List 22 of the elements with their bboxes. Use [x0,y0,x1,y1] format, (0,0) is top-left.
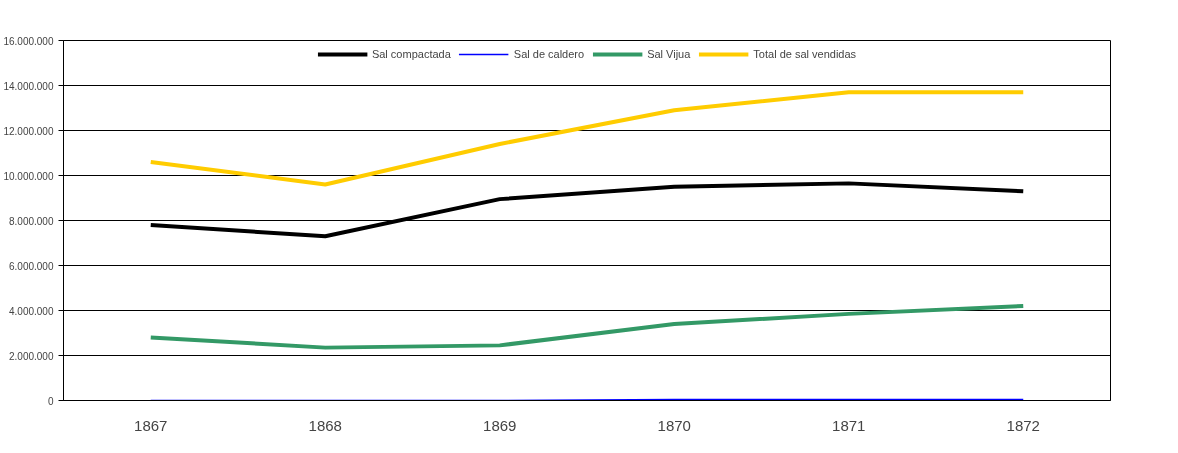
x-tick-label: 1870 [657,416,691,434]
legend-label: Sal compactada [371,48,451,60]
y-tick-label: 16.000.000 [3,35,54,47]
y-tick-label: 8.000.000 [9,215,54,227]
x-tick-label: 1871 [832,416,866,434]
line-series [148,90,1026,187]
y-tick-label: 0 [47,395,54,407]
line-series [148,304,1026,350]
y-tick-label: 6.000.000 [9,260,54,272]
y-tick-label: 14.000.000 [3,80,54,92]
y-tick-label: 2.000.000 [9,350,54,362]
x-tick-label: 1867 [134,416,168,434]
x-tick-label: 1869 [483,416,517,434]
y-tick-label: 4.000.000 [9,305,54,317]
legend-label: Sal de caldero [513,48,585,60]
legend-label: Sal Vijua [647,48,691,60]
line-series [148,181,1026,239]
x-tick-label: 1868 [308,416,342,434]
y-tick-label: 12.000.000 [3,125,54,137]
y-tick-label: 10.000.000 [3,170,54,182]
legend-label: Total de sal vendidas [753,48,857,60]
x-tick-label: 1872 [1006,416,1040,434]
